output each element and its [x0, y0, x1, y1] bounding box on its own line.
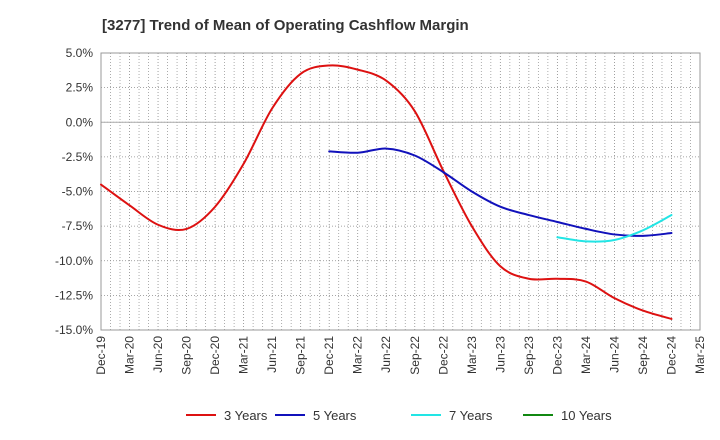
y-tick-label: 2.5%: [66, 81, 94, 95]
x-tick-label: Dec-24: [664, 336, 678, 375]
x-tick-label: Mar-23: [465, 336, 479, 374]
legend-label: 5 Years: [313, 408, 357, 423]
y-tick-label: -7.5%: [62, 219, 94, 233]
y-tick-label: 5.0%: [66, 46, 94, 60]
x-tick-label: Jun-20: [151, 336, 165, 373]
legend-label: 3 Years: [224, 408, 268, 423]
chart-title: [3277] Trend of Mean of Operating Cashfl…: [102, 17, 469, 34]
x-tick-label: Jun-21: [265, 336, 279, 373]
x-tick-label: Jun-24: [607, 336, 621, 373]
x-tick-label: Mar-24: [579, 336, 593, 374]
x-tick-label: Dec-20: [208, 336, 222, 375]
x-tick-label: Jun-23: [493, 336, 507, 373]
y-tick-label: 0.0%: [66, 115, 94, 129]
y-tick-label: -12.5%: [55, 288, 93, 302]
x-tick-label: Sep-20: [180, 336, 194, 375]
x-tick-label: Sep-23: [522, 336, 536, 375]
x-tick-label: Dec-19: [94, 336, 108, 375]
x-tick-label: Sep-21: [294, 336, 308, 375]
grid: [100, 52, 701, 331]
x-tick-label: Mar-22: [351, 336, 365, 374]
series-line-5-years: [328, 147, 673, 237]
x-tick-label: Mar-20: [123, 336, 137, 374]
x-tick-label: Mar-21: [237, 336, 251, 374]
y-tick-label: -5.0%: [62, 185, 94, 199]
x-tick-label: Dec-23: [550, 336, 564, 375]
x-tick-label: Dec-22: [436, 336, 450, 375]
x-tick-label: Sep-22: [408, 336, 422, 375]
x-tick-label: Jun-22: [379, 336, 393, 373]
legend-label: 7 Years: [449, 408, 493, 423]
plot-area: [101, 53, 700, 330]
x-tick-label: Dec-21: [322, 336, 336, 375]
y-tick-label: -15.0%: [55, 323, 93, 337]
x-tick-label: Mar-25: [693, 336, 707, 374]
series-line-7-years: [556, 214, 673, 243]
plot-border: [100, 52, 701, 331]
y-tick-label: -10.0%: [55, 254, 93, 268]
y-tick-label: -2.5%: [62, 150, 94, 164]
legend-label: 10 Years: [561, 408, 612, 423]
x-tick-label: Sep-24: [636, 336, 650, 375]
series-line-3-years: [100, 64, 673, 320]
